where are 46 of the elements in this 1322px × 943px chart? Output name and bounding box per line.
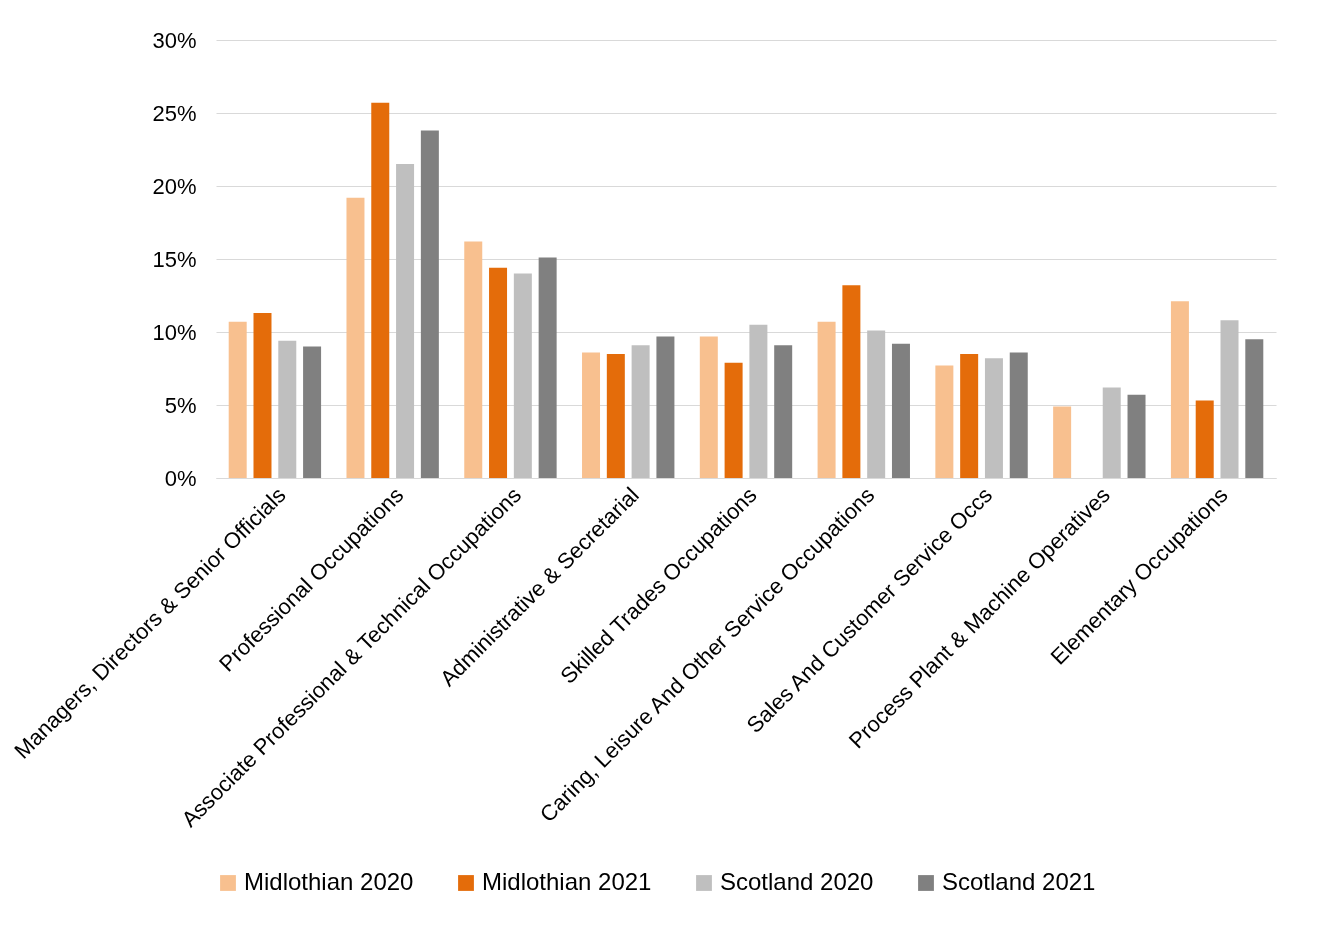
legend-label: Midlothian 2020 — [244, 868, 414, 895]
legend-label: Scotland 2021 — [942, 868, 1096, 895]
bar — [867, 330, 886, 478]
bar — [489, 267, 508, 478]
bar — [253, 313, 272, 478]
bar — [464, 241, 483, 478]
bar — [420, 130, 439, 478]
bar — [1053, 406, 1072, 478]
bar — [960, 353, 979, 478]
bar — [935, 365, 954, 478]
bar — [749, 324, 768, 478]
bar — [513, 273, 532, 478]
bar — [656, 336, 675, 478]
y-tick-label: 10% — [152, 319, 197, 345]
legend-label: Midlothian 2021 — [482, 868, 652, 895]
bar — [1127, 394, 1146, 478]
bar — [699, 336, 718, 478]
bar — [1220, 320, 1239, 478]
bar — [891, 343, 910, 478]
y-tick-label: 0% — [164, 465, 197, 491]
y-tick-label: 30% — [152, 27, 197, 53]
bar — [582, 352, 601, 478]
bar — [1102, 387, 1121, 478]
y-tick-label: 5% — [164, 392, 197, 418]
bar — [371, 102, 390, 478]
y-tick-label: 20% — [152, 173, 197, 199]
bar — [1195, 400, 1214, 478]
y-tick-label: 25% — [152, 100, 197, 126]
legend-label: Scotland 2020 — [720, 868, 874, 895]
bar — [278, 340, 297, 478]
bar — [346, 197, 365, 478]
bar — [1245, 339, 1264, 478]
bar — [303, 346, 322, 478]
bar — [774, 345, 793, 478]
bar — [228, 321, 247, 478]
bar — [984, 358, 1003, 478]
bar — [842, 285, 861, 478]
bar — [631, 345, 650, 478]
bar — [1009, 352, 1028, 478]
y-tick-label: 15% — [152, 246, 197, 272]
bar — [538, 257, 557, 478]
bar — [606, 353, 625, 478]
bar — [817, 321, 836, 478]
bar — [1170, 301, 1189, 478]
bar — [396, 164, 415, 478]
bar — [724, 362, 743, 478]
